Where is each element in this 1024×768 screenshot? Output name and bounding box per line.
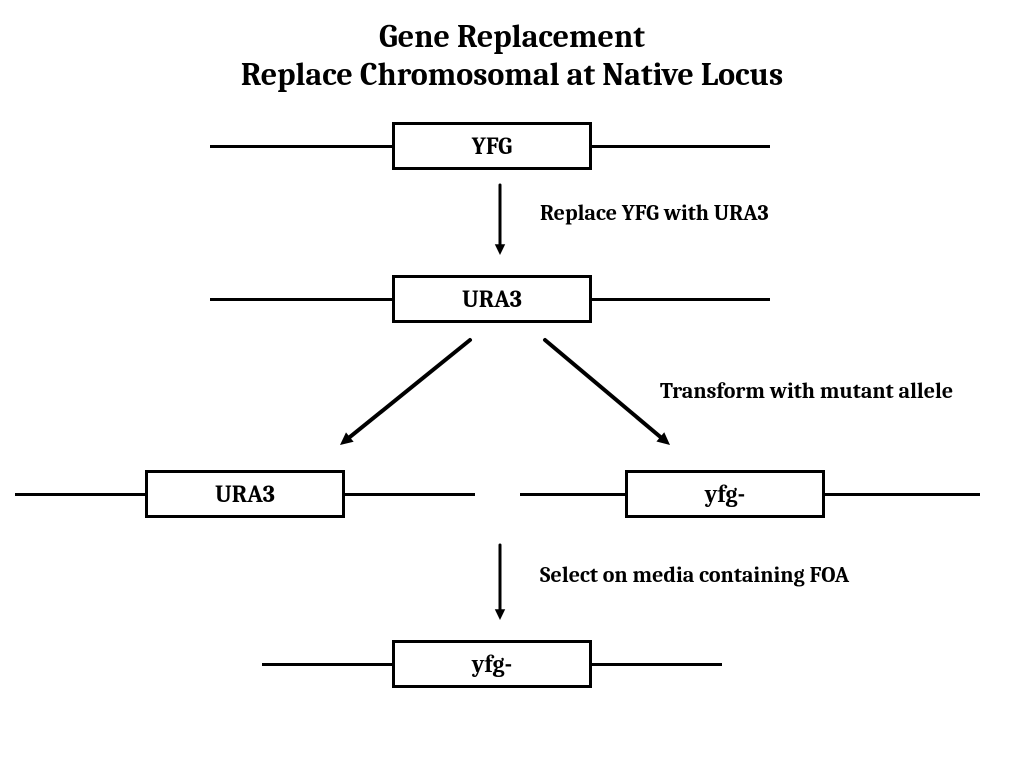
arrow-step2-left [320,320,490,465]
gene-box-ura3-mid: URA3 [392,275,592,323]
diagram-canvas: Gene Replacement Replace Chromosomal at … [0,0,1024,768]
arrow-step1 [480,165,520,275]
flank-left-ura3-mid [210,298,392,301]
flank-left-yfg-bottom [262,663,392,666]
flank-right-ura3-left [345,493,475,496]
flank-left-yfg-right [520,493,625,496]
flank-right-yfg-top [592,145,770,148]
gene-label: URA3 [462,285,522,313]
flank-right-ura3-mid [592,298,770,301]
step-label-1: Replace YFG with URA3 [540,200,769,226]
step-label-2: Transform with mutant allele [660,378,953,404]
gene-box-yfg-top: YFG [392,122,592,170]
flank-left-ura3-left [15,493,145,496]
gene-box-yfg-bottom: yfg- [392,640,592,688]
gene-box-yfg-right: yfg- [625,470,825,518]
title-line-2: Replace Chromosomal at Native Locus [0,56,1024,93]
flank-left-yfg-top [210,145,392,148]
flank-right-yfg-right [825,493,980,496]
flank-right-yfg-bottom [592,663,722,666]
gene-label: yfg- [705,480,745,508]
gene-box-ura3-left: URA3 [145,470,345,518]
gene-label: yfg- [472,650,512,678]
arrow-step3 [480,525,520,640]
title-line-1: Gene Replacement [0,18,1024,55]
gene-label: URA3 [215,480,275,508]
step-label-3: Select on media containing FOA [540,562,849,588]
gene-label: YFG [472,132,513,160]
